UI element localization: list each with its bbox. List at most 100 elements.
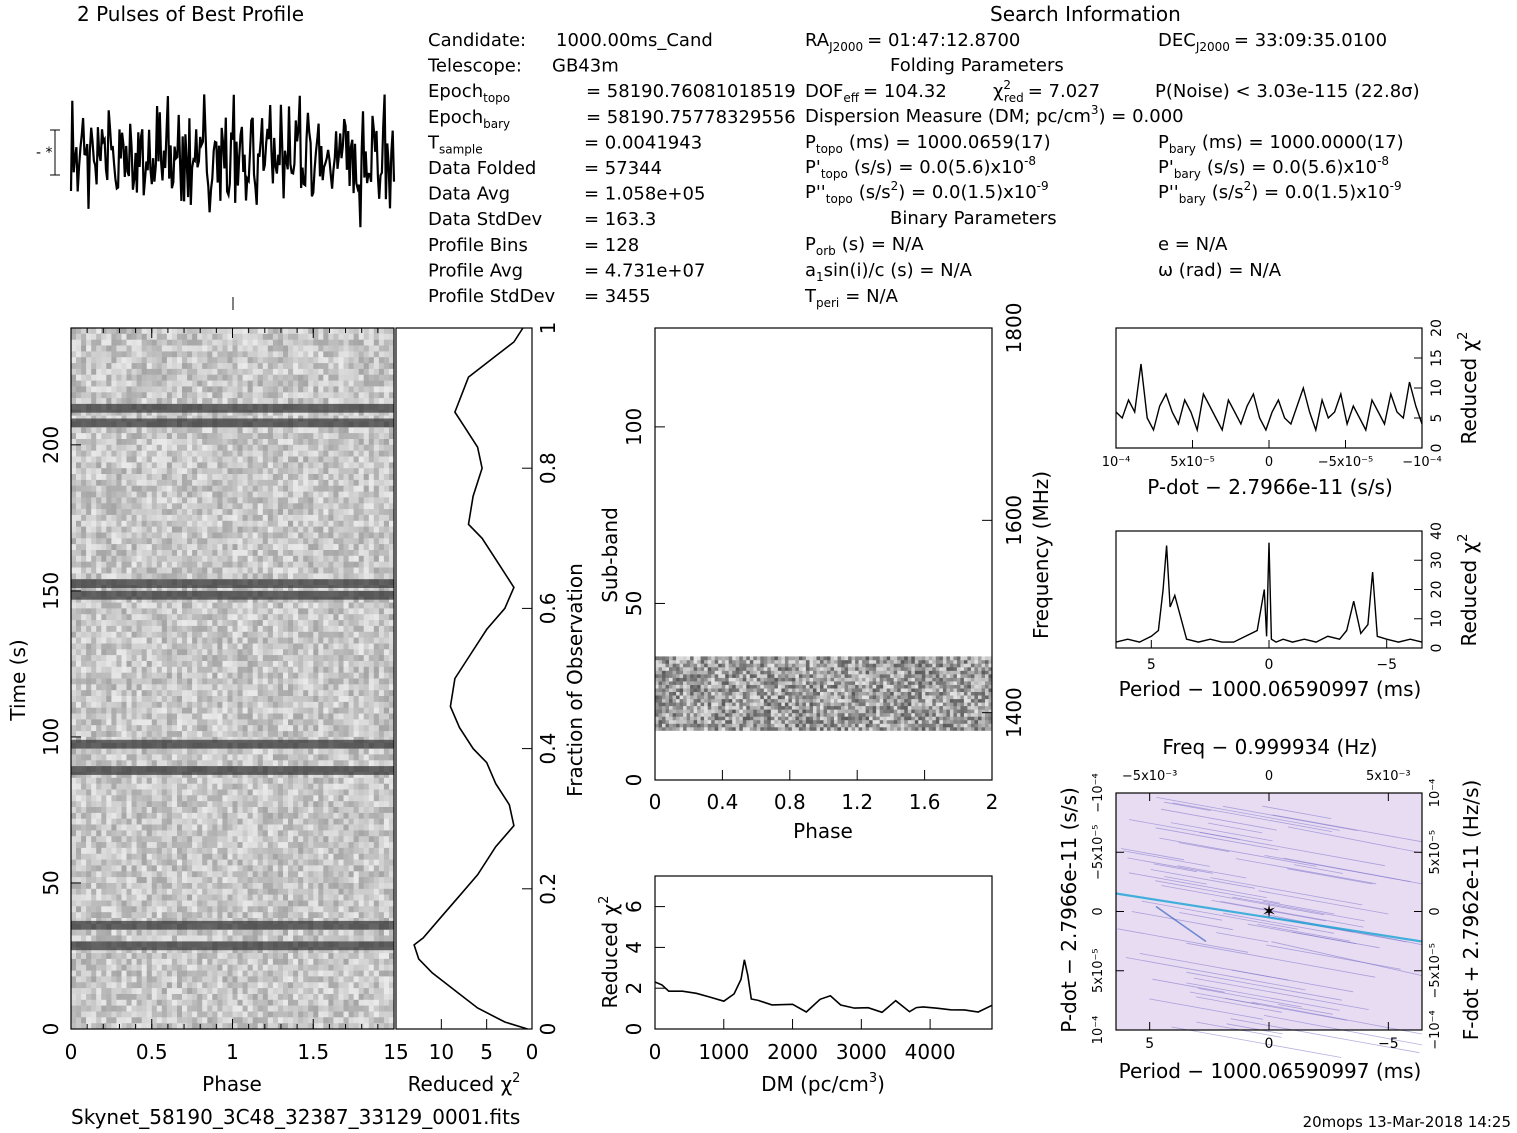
time-phase-cell	[277, 450, 284, 457]
time-phase-cell	[323, 450, 329, 457]
time-phase-cell	[338, 439, 344, 446]
time-phase-cell	[171, 386, 178, 393]
time-phase-cell	[378, 631, 385, 638]
time-phase-cell	[232, 479, 238, 487]
time-phase-cell	[182, 544, 188, 551]
time-phase-cell	[116, 631, 122, 638]
time-phase-cell	[283, 380, 289, 387]
time-phase-cell	[308, 380, 314, 387]
time-phase-cell	[166, 444, 173, 451]
time-phase-cell	[368, 596, 375, 603]
time-phase-cell	[146, 573, 153, 580]
time-phase-cell	[389, 444, 395, 451]
time-phase-cell	[313, 368, 319, 376]
time-phase-cell	[111, 608, 117, 615]
time-phase-cell	[222, 380, 228, 387]
time-phase-cell	[101, 503, 107, 510]
time-phase-cell	[368, 713, 375, 720]
time-phase-cell	[338, 462, 344, 469]
time-phase-cell	[81, 357, 87, 364]
time-phase-cell	[303, 450, 309, 457]
time-phase-cell	[378, 433, 385, 440]
time-phase-cell	[182, 450, 188, 457]
time-phase-cell	[121, 380, 127, 387]
time-phase-cell	[96, 772, 102, 779]
time-phase-cell	[101, 450, 107, 457]
time-phase-cell	[363, 433, 370, 440]
time-phase-cell	[389, 485, 395, 492]
time-phase-cell	[76, 386, 82, 393]
time-phase-cell	[262, 392, 269, 399]
time-phase-cell	[237, 620, 243, 627]
time-phase-cell	[101, 725, 107, 732]
search-title: Search Information	[990, 2, 1181, 26]
time-phase-cell	[242, 409, 248, 416]
time-phase-cell	[146, 701, 153, 709]
time-phase-cell	[121, 357, 127, 364]
time-phase-cell	[151, 760, 158, 767]
time-phase-cell	[71, 731, 77, 738]
time-phase-cell	[101, 655, 107, 662]
time-phase-cell	[151, 474, 158, 481]
time-phase-cell	[237, 555, 243, 562]
time-phase-cell	[121, 555, 127, 562]
time-phase-cell	[76, 351, 82, 358]
time-phase-cell	[373, 357, 380, 364]
time-phase-cell	[313, 491, 319, 498]
time-phase-cell	[116, 585, 122, 592]
time-phase-cell	[328, 380, 334, 387]
time-phase-cell	[81, 392, 87, 399]
time-phase-cell	[308, 555, 314, 562]
time-phase-cell	[303, 748, 309, 755]
time-phase-cell	[247, 719, 253, 726]
time-phase-cell	[111, 701, 117, 709]
time-phase-cell	[187, 637, 193, 644]
time-phase-cell	[131, 497, 137, 504]
time-phase-cell	[348, 625, 354, 633]
time-phase-cell	[318, 351, 324, 358]
time-phase-cell	[182, 707, 188, 714]
time-phase-cell	[353, 725, 359, 732]
time-phase-cell	[237, 509, 243, 516]
time-phase-cell	[247, 328, 253, 335]
time-phase-cell	[227, 392, 233, 399]
time-phase-cell	[333, 637, 339, 644]
time-phase-cell	[298, 666, 304, 673]
time-phase-cell	[333, 380, 339, 387]
time-phase-cell	[76, 725, 82, 732]
time-phase-cell	[131, 608, 137, 615]
time-phase-cell	[373, 772, 380, 779]
time-phase-cell	[171, 666, 178, 673]
candidate-key: Data StdDev	[428, 209, 543, 230]
time-phase-cell	[298, 614, 304, 621]
time-phase-cell	[277, 363, 284, 370]
time-phase-cell	[373, 398, 380, 405]
time-phase-cell	[232, 719, 238, 726]
time-phase-cell	[71, 380, 77, 387]
time-phase-cell	[217, 602, 223, 609]
time-phase-cell	[262, 357, 269, 364]
time-phase-cell	[151, 561, 158, 568]
time-phase-cell	[333, 538, 339, 545]
time-phase-cell	[202, 620, 208, 627]
time-phase-cell	[237, 550, 243, 557]
time-phase-cell	[197, 748, 203, 755]
time-phase-cell	[76, 509, 82, 516]
time-phase-cell	[378, 555, 385, 562]
time-phase-cell	[389, 491, 395, 498]
time-phase-cell	[101, 439, 107, 446]
time-phase-cell	[389, 374, 395, 381]
time-phase-cell	[131, 678, 137, 685]
time-phase-cell	[338, 655, 344, 662]
time-phase-cell	[76, 474, 82, 481]
time-phase-cell	[106, 748, 112, 755]
time-phase-cell	[252, 491, 259, 498]
time-phase-cell	[383, 602, 390, 609]
time-phase-cell	[101, 485, 107, 492]
time-phase-cell	[96, 491, 102, 498]
time-phase-cell	[151, 602, 158, 609]
time-phase-cell	[313, 398, 319, 405]
time-phase-cell	[333, 433, 339, 440]
time-phase-cell	[227, 707, 233, 714]
time-phase-cell	[298, 672, 304, 679]
